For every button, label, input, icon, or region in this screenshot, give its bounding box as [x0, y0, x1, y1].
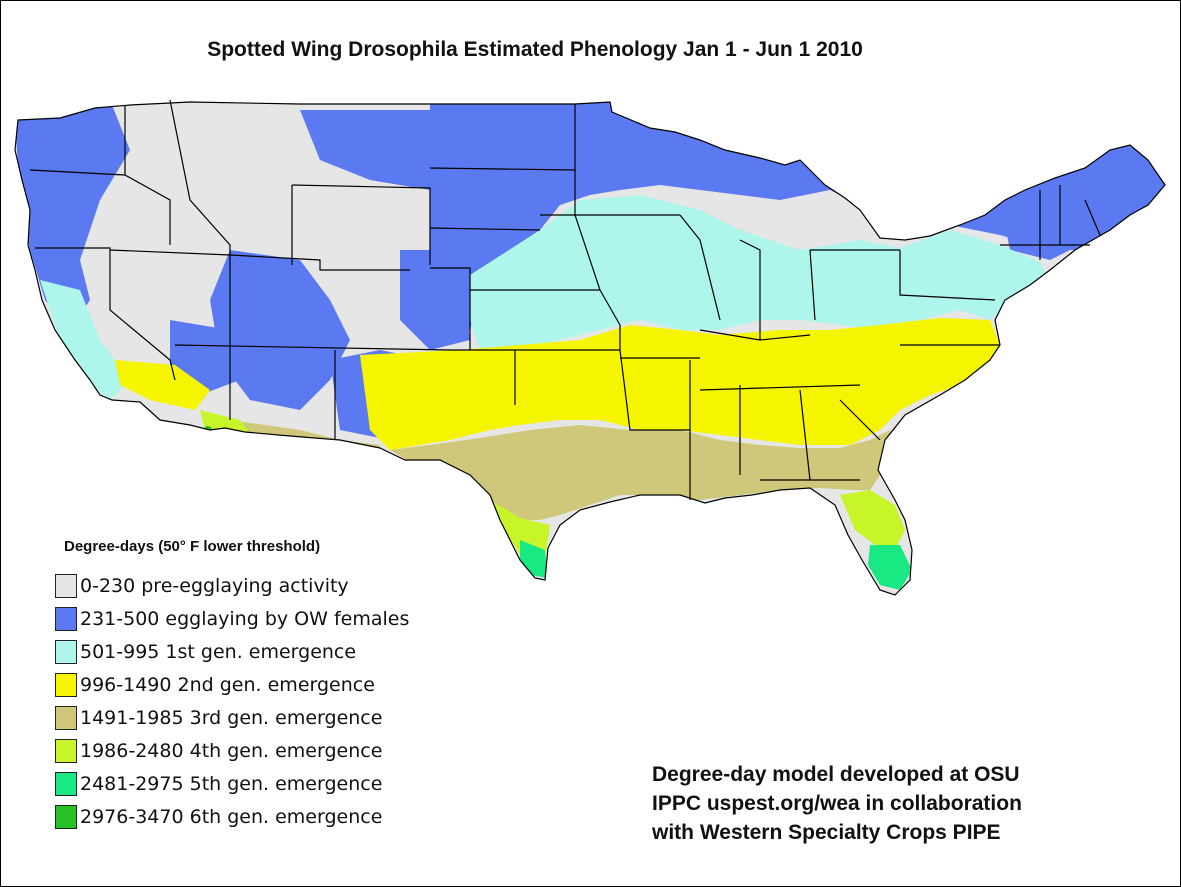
legend-swatch — [55, 804, 77, 829]
legend-swatch — [55, 705, 77, 730]
legend-item: 1491-1985 3rd gen. emergence — [55, 701, 409, 734]
legend-label: 501-995 1st gen. emergence — [80, 640, 357, 663]
legend-label: 231-500 egglaying by OW females — [80, 607, 410, 630]
legend-label: 2976-3470 6th gen. emergence — [80, 805, 383, 828]
legend-title: Degree-days (50° F lower threshold) — [64, 538, 321, 555]
legend: Degree-days (50° F lower threshold) 0-23… — [55, 538, 409, 833]
legend-label: 996-1490 2nd gen. emergence — [80, 673, 375, 696]
credit-line: Degree-day model developed at OSU — [652, 763, 1020, 786]
legend-item: 501-995 1st gen. emergence — [55, 635, 409, 668]
legend-swatch — [55, 573, 77, 598]
legend-item: 1986-2480 4th gen. emergence — [55, 734, 409, 767]
credit-line: with Western Specialty Crops PIPE — [652, 821, 1001, 844]
legend-swatch — [55, 606, 77, 631]
legend-item: 0-230 pre-egglaying activity — [55, 569, 409, 602]
credits: Degree-day model developed at OSU IPPC u… — [652, 760, 1022, 847]
legend-swatch — [55, 771, 77, 796]
legend-swatch — [55, 639, 77, 664]
legend-item: 2976-3470 6th gen. emergence — [55, 800, 409, 833]
legend-label: 2481-2975 5th gen. emergence — [80, 772, 383, 795]
legend-item: 231-500 egglaying by OW females — [55, 602, 409, 635]
legend-label: 0-230 pre-egglaying activity — [80, 574, 349, 597]
legend-label: 1491-1985 3rd gen. emergence — [80, 706, 383, 729]
state-boundaries — [14, 99, 1166, 596]
legend-swatch — [55, 738, 77, 763]
legend-item: 996-1490 2nd gen. emergence — [55, 668, 409, 701]
map-title: Spotted Wing Drosophila Estimated Phenol… — [207, 38, 863, 61]
credit-line: IPPC uspest.org/wea in collaboration — [652, 792, 1022, 815]
legend-swatch — [55, 672, 77, 697]
legend-item: 2481-2975 5th gen. emergence — [55, 767, 409, 800]
legend-label: 1986-2480 4th gen. emergence — [80, 739, 383, 762]
